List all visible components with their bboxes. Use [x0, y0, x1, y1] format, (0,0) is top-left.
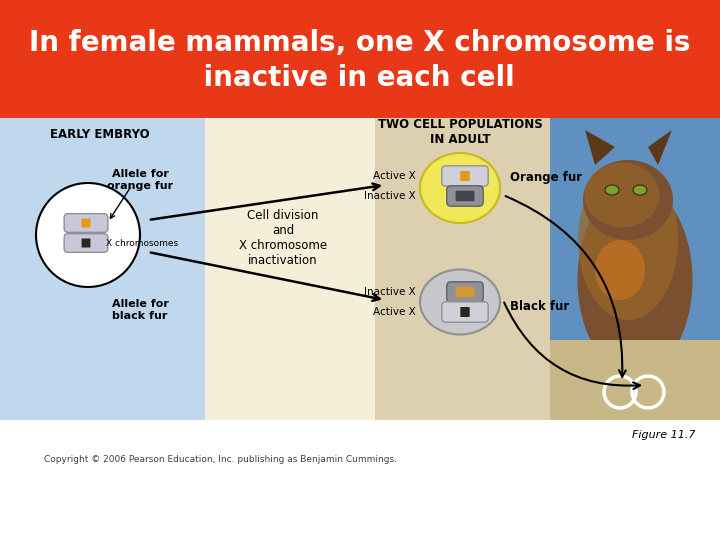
- Bar: [550, 65, 720, 340]
- Circle shape: [36, 183, 140, 287]
- Text: Black fur: Black fur: [510, 300, 570, 314]
- Text: inactive in each cell: inactive in each cell: [165, 64, 515, 92]
- Ellipse shape: [583, 160, 673, 240]
- Text: In female mammals, one X chromosome is: In female mammals, one X chromosome is: [30, 29, 690, 57]
- Text: Allele for
orange fur: Allele for orange fur: [107, 169, 173, 191]
- FancyBboxPatch shape: [442, 166, 488, 186]
- Polygon shape: [648, 130, 672, 165]
- FancyBboxPatch shape: [456, 191, 474, 201]
- Bar: [375, 65, 550, 420]
- FancyBboxPatch shape: [460, 307, 469, 317]
- Ellipse shape: [585, 163, 660, 227]
- Bar: [550, 65, 720, 420]
- FancyBboxPatch shape: [81, 219, 91, 227]
- Ellipse shape: [420, 153, 500, 223]
- Text: Allele for
black fur: Allele for black fur: [112, 299, 168, 321]
- Text: Inactive X: Inactive X: [364, 191, 416, 201]
- Bar: [205, 65, 375, 420]
- Ellipse shape: [420, 269, 500, 334]
- Ellipse shape: [577, 185, 693, 375]
- FancyBboxPatch shape: [456, 287, 474, 297]
- FancyBboxPatch shape: [64, 214, 108, 232]
- Bar: [0, 65, 720, 118]
- Text: Copyright © 2006 Pearson Education, Inc. publishing as Benjamin Cummings.: Copyright © 2006 Pearson Education, Inc.…: [43, 456, 397, 464]
- Text: Figure 11.7: Figure 11.7: [631, 430, 695, 440]
- Text: Active X: Active X: [373, 171, 416, 181]
- Bar: [0, 0, 720, 118]
- FancyBboxPatch shape: [64, 234, 108, 252]
- Text: X chromosomes: X chromosomes: [106, 239, 178, 247]
- Text: TWO CELL POPULATIONS
IN ADULT: TWO CELL POPULATIONS IN ADULT: [377, 118, 542, 146]
- Ellipse shape: [595, 240, 645, 300]
- Text: Inactive X: Inactive X: [364, 287, 416, 297]
- Text: Cell division
and
X chromosome
inactivation: Cell division and X chromosome inactivat…: [239, 209, 327, 267]
- Ellipse shape: [633, 185, 647, 195]
- Ellipse shape: [605, 185, 619, 195]
- FancyBboxPatch shape: [447, 282, 483, 302]
- Bar: [550, 340, 720, 420]
- Text: Orange fur: Orange fur: [510, 171, 582, 184]
- FancyBboxPatch shape: [81, 239, 91, 247]
- Text: Active X: Active X: [373, 307, 416, 317]
- FancyBboxPatch shape: [447, 186, 483, 206]
- Polygon shape: [585, 130, 615, 165]
- Text: EARLY EMBRYO: EARLY EMBRYO: [50, 129, 150, 141]
- Ellipse shape: [578, 160, 678, 320]
- FancyBboxPatch shape: [442, 302, 488, 322]
- Bar: [0, 65, 205, 420]
- FancyBboxPatch shape: [460, 171, 469, 181]
